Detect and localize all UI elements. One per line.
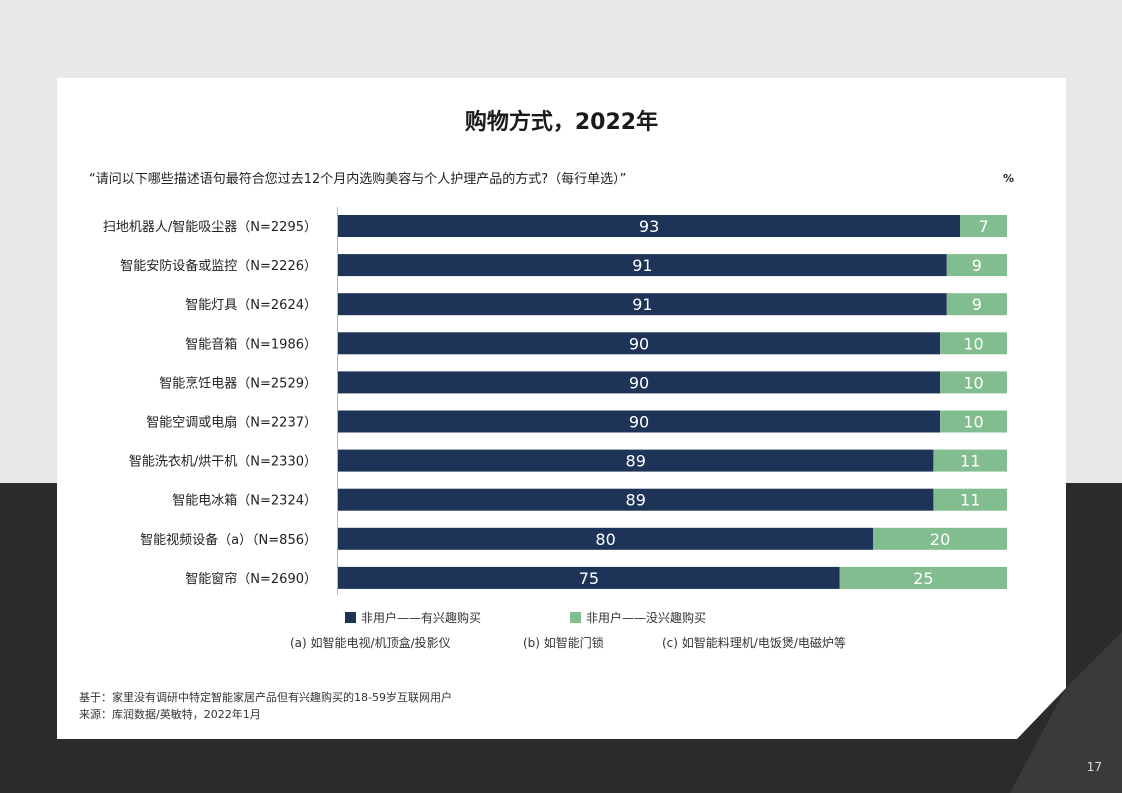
bar-value-label: 90 bbox=[629, 413, 649, 432]
bar-value-label: 89 bbox=[626, 452, 646, 471]
footnote-base: 基于：家里没有调研中特定智能家居产品但有兴趣购买的18-59岁互联网用户 bbox=[79, 691, 452, 704]
bar-value-label: 89 bbox=[626, 491, 646, 510]
stacked-bar-chart: 扫地机器人/智能吸尘器（N=2295） 93 7 智能安防设备或监控（N=2226） 9… bbox=[103, 207, 1007, 595]
bar-not-interested bbox=[839, 566, 1007, 589]
bar-not-interested bbox=[940, 410, 1007, 433]
bar-value-label: 20 bbox=[930, 530, 950, 549]
bar-value-label: 9 bbox=[972, 295, 982, 314]
legend-swatch-interested bbox=[345, 612, 356, 623]
note-c: (c) 如智能料理机/电饭煲/电磁炉等 bbox=[662, 636, 846, 650]
note-a: (a) 如智能电视/机顶盒/投影仪 bbox=[290, 636, 451, 650]
unit-label: % bbox=[1003, 172, 1015, 185]
bar-interested bbox=[338, 449, 934, 472]
bar-value-label: 10 bbox=[963, 373, 983, 392]
note-b: (b) 如智能门锁 bbox=[523, 636, 604, 650]
bar-not-interested bbox=[940, 332, 1007, 355]
category-label: 智能音箱（N=1986） bbox=[185, 336, 317, 352]
bar-value-label: 80 bbox=[595, 530, 615, 549]
bar-value-label: 10 bbox=[963, 334, 983, 353]
bar-not-interested bbox=[873, 527, 1007, 550]
bar-value-label: 11 bbox=[960, 452, 980, 471]
category-label: 智能空调或电扇（N=2237） bbox=[146, 415, 317, 431]
bar-value-label: 25 bbox=[913, 569, 933, 588]
category-label: 智能窗帘（N=2690） bbox=[185, 571, 317, 587]
bar-interested bbox=[338, 371, 941, 394]
bar-not-interested bbox=[933, 488, 1007, 511]
legend-item-not-interested: 非用户——没兴趣购买 bbox=[570, 609, 706, 626]
bar-interested bbox=[338, 332, 941, 355]
bar-value-label: 11 bbox=[960, 491, 980, 510]
legend-label-not-interested: 非用户——没兴趣购买 bbox=[586, 611, 707, 625]
bar-interested bbox=[338, 566, 840, 589]
legend-item-interested: 非用户——有兴趣购买 bbox=[345, 609, 481, 626]
bar-not-interested bbox=[946, 254, 1007, 277]
legend-label-interested: 非用户——有兴趣购买 bbox=[361, 611, 482, 625]
category-label: 智能烹饪电器（N=2529） bbox=[159, 376, 317, 391]
bar-not-interested bbox=[946, 293, 1007, 316]
chart-title: 购物方式，2022年 bbox=[464, 110, 659, 135]
bar-interested bbox=[338, 254, 947, 277]
bar-interested bbox=[338, 293, 947, 316]
bar-value-label: 7 bbox=[978, 217, 988, 236]
bar-value-label: 91 bbox=[632, 256, 652, 275]
bar-value-label: 93 bbox=[639, 217, 659, 236]
category-label: 智能灯具（N=2624） bbox=[185, 298, 317, 313]
bar-value-label: 91 bbox=[632, 295, 652, 314]
bar-value-label: 90 bbox=[629, 334, 649, 353]
category-label: 智能安防设备或监控（N=2226） bbox=[120, 258, 317, 274]
page-number: 17 bbox=[1086, 760, 1102, 774]
bar-not-interested bbox=[960, 215, 1007, 237]
bar-not-interested bbox=[933, 449, 1007, 472]
legend-swatch-not-interested bbox=[570, 612, 581, 623]
survey-question: “请问以下哪些描述语句最符合您过去12个月内选购美容与个人护理产品的方式?（每行… bbox=[89, 172, 627, 187]
bar-interested bbox=[338, 410, 941, 433]
bar-not-interested bbox=[940, 371, 1007, 394]
category-label: 智能电冰箱（N=2324） bbox=[172, 493, 317, 509]
bar-value-label: 75 bbox=[579, 569, 599, 588]
bar-value-label: 90 bbox=[629, 373, 649, 392]
bar-value-label: 10 bbox=[963, 413, 983, 432]
footnote-source: 来源：库润数据/英敏特，2022年1月 bbox=[79, 708, 261, 721]
bar-interested bbox=[338, 488, 934, 511]
bar-interested bbox=[338, 527, 874, 550]
bar-value-label: 9 bbox=[972, 256, 982, 275]
category-label: 智能洗衣机/烘干机（N=2330） bbox=[129, 454, 317, 470]
category-label: 智能视频设备（a）（N=856） bbox=[140, 532, 317, 548]
bar-interested bbox=[338, 215, 961, 237]
category-label: 扫地机器人/智能吸尘器（N=2295） bbox=[103, 220, 317, 235]
slide-card: 购物方式，2022年 “请问以下哪些描述语句最符合您过去12个月内选购美容与个人… bbox=[57, 78, 1066, 739]
